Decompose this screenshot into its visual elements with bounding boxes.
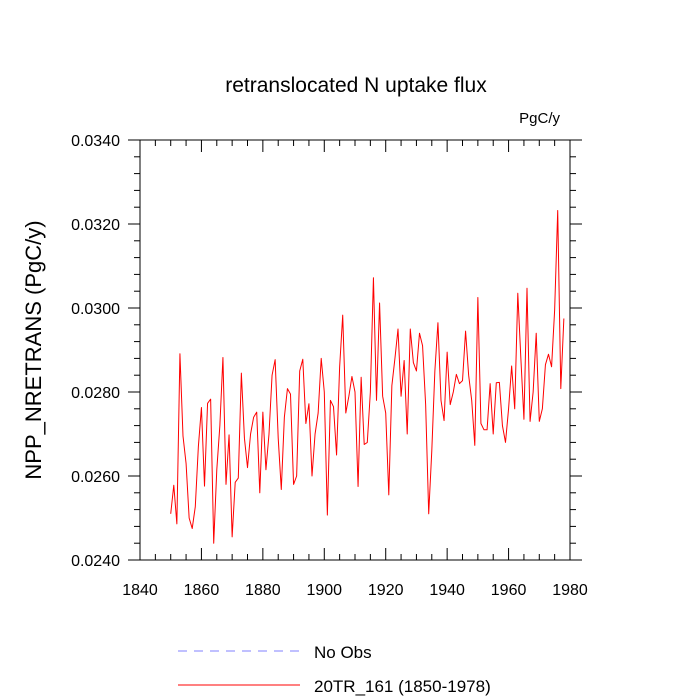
y-axis-label: NPP_NRETRANS (PgC/y) [21,220,46,479]
y-tick-label: 0.0340 [71,133,120,150]
y-tick-label: 0.0260 [71,469,120,486]
x-tick-label: 1900 [306,582,342,599]
y-tick-label: 0.0300 [71,301,120,318]
x-tick-label: 1860 [184,582,220,599]
y-tick-label: 0.0320 [71,217,120,234]
axis-ticks [128,139,582,561]
x-tick-label: 1840 [122,582,158,599]
legend: No Obs 20TR_161 (1850-1978) [178,643,491,696]
x-tick-label: 1920 [368,582,404,599]
axis-tick-labels: 1840 1860 1880 1900 1920 1940 1960 1980 0.0240 0.… [71,133,588,599]
x-tick-label: 1960 [491,582,527,599]
units-label: PgC/y [519,110,560,127]
y-tick-label: 0.0240 [71,553,120,570]
y-tick-label: 0.0280 [71,385,120,402]
chart-title: retranslocated N uptake flux [225,74,487,97]
legend-label-20tr-161: 20TR_161 (1850-1978) [314,677,491,696]
legend-label-no-obs: No Obs [314,643,372,662]
x-tick-label: 1980 [552,582,588,599]
series-line-20tr-161 [170,210,565,544]
x-tick-label: 1940 [429,582,465,599]
plot-frame [139,139,571,561]
x-tick-label: 1880 [245,582,281,599]
series-layer [170,210,565,544]
